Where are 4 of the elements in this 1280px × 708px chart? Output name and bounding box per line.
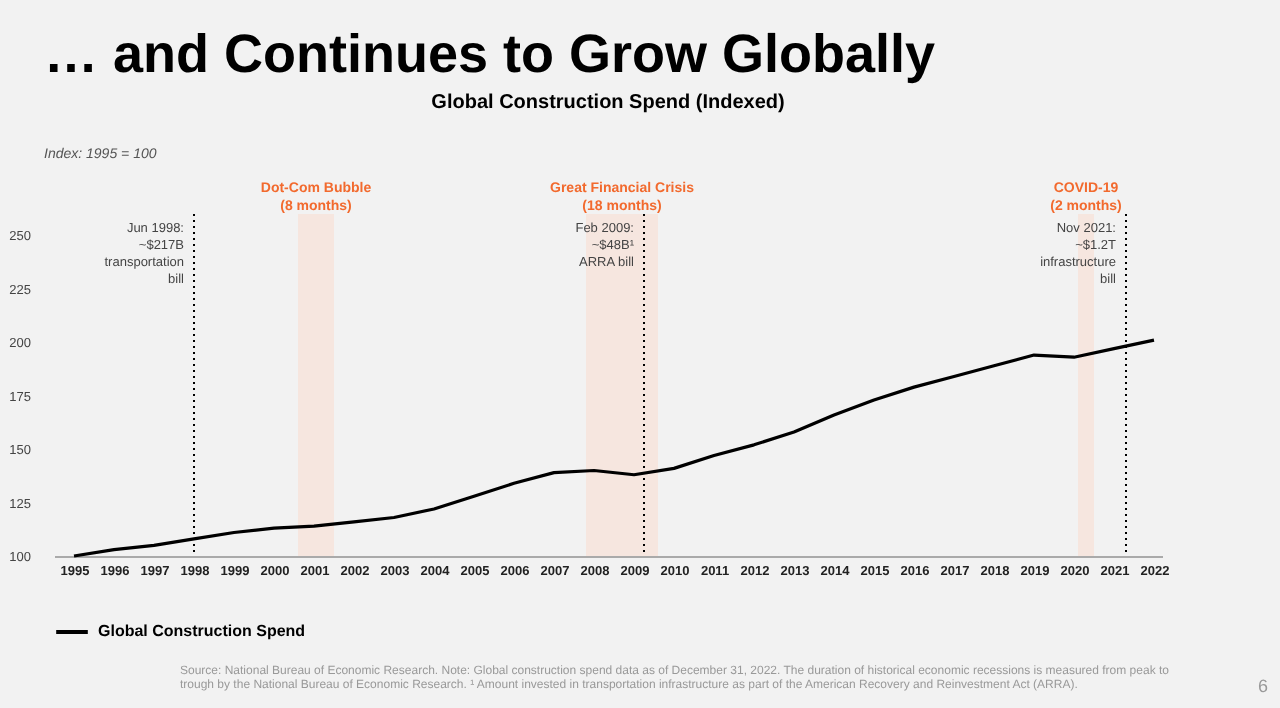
- text: 6: [1257, 676, 1268, 696]
- chart-title: … and Continues to Grow Globally: [44, 24, 936, 86]
- legend-label: Global Construction Spend: [98, 622, 306, 640]
- chart-subtitle: Global Construction Spend (Indexed): [431, 92, 785, 114]
